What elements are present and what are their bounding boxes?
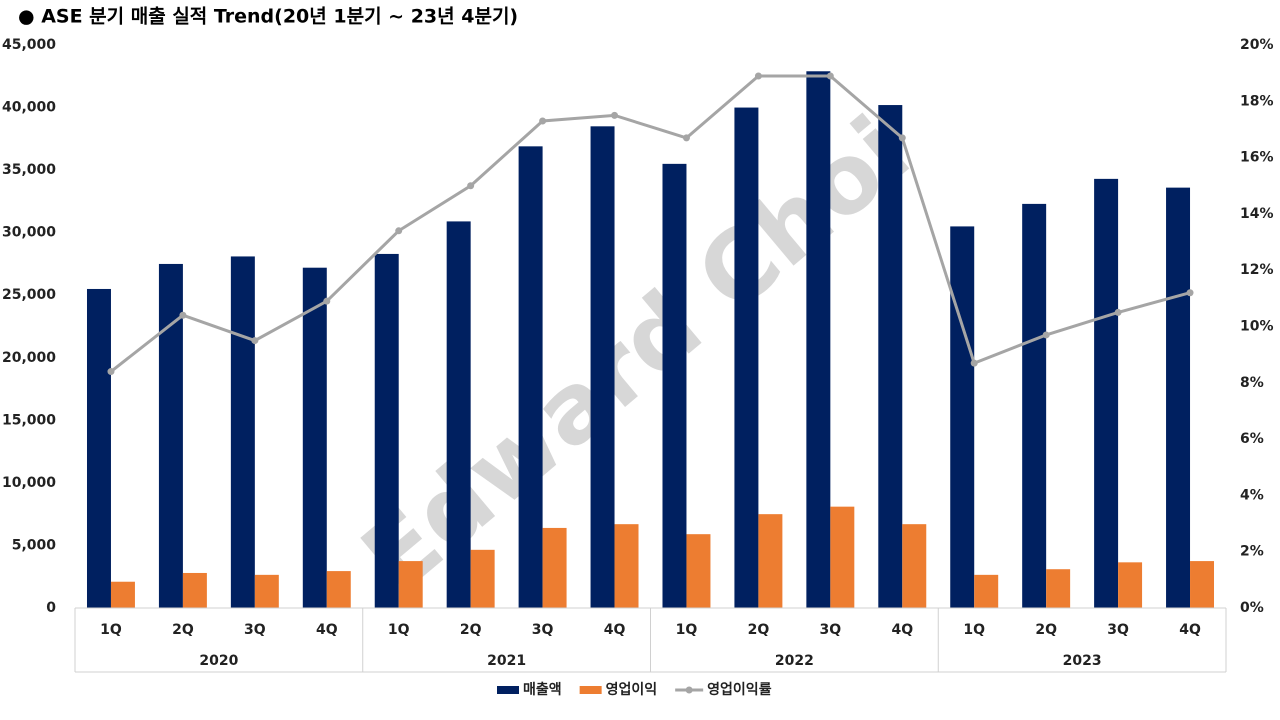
bar <box>902 524 927 608</box>
x-tick-label: 3Q <box>820 622 842 638</box>
y2-tick-label: 12% <box>1240 262 1274 278</box>
bar <box>374 253 399 609</box>
legend-swatch <box>497 686 519 694</box>
y2-tick-label: 20% <box>1240 37 1274 53</box>
y2-tick-label: 0% <box>1240 600 1264 616</box>
x-tick-label: 3Q <box>244 622 266 638</box>
line-marker <box>323 297 331 305</box>
y-tick-label: 45,000 <box>2 37 56 53</box>
x-tick-label: 1Q <box>388 622 410 638</box>
x-tick-label: 1Q <box>676 622 698 638</box>
bar <box>302 267 327 608</box>
bar <box>950 226 975 608</box>
y-tick-label: 20,000 <box>2 350 56 366</box>
bar <box>1190 561 1215 608</box>
line-marker <box>395 227 403 235</box>
x-tick-label: 2Q <box>460 622 482 638</box>
x-tick-label: 4Q <box>891 622 913 638</box>
bar <box>758 514 783 608</box>
bar <box>614 524 639 608</box>
bar <box>878 105 903 608</box>
bar <box>254 574 279 608</box>
y2-tick-label: 6% <box>1240 431 1264 447</box>
y2-tick-label: 2% <box>1240 544 1264 560</box>
x-tick-label: 1Q <box>100 622 122 638</box>
line-marker <box>898 134 906 142</box>
x-group-label: 2023 <box>1063 653 1102 669</box>
x-tick-label: 4Q <box>1179 622 1201 638</box>
line-marker <box>611 111 619 119</box>
line-marker <box>754 72 762 80</box>
bar <box>326 571 351 608</box>
y-tick-label: 15,000 <box>2 412 56 428</box>
y2-tick-label: 18% <box>1240 93 1274 109</box>
line-marker <box>1042 331 1050 339</box>
y-tick-label: 10,000 <box>2 475 56 491</box>
y2-tick-label: 8% <box>1240 375 1264 391</box>
bar <box>470 549 495 608</box>
bar <box>686 534 711 608</box>
y-tick-label: 30,000 <box>2 225 56 241</box>
bar <box>398 561 423 608</box>
bar <box>1094 178 1119 608</box>
x-group-label: 2021 <box>487 653 526 669</box>
bar <box>518 146 543 608</box>
bar <box>974 574 999 608</box>
line-marker <box>251 337 259 345</box>
x-tick-label: 2Q <box>1035 622 1057 638</box>
x-tick-label: 4Q <box>604 622 626 638</box>
line-marker <box>1114 308 1122 316</box>
bar <box>1022 203 1047 608</box>
legend-swatch <box>685 686 693 694</box>
legend: 매출액 영업이익 영업이익률 <box>497 681 772 698</box>
bar <box>446 221 471 608</box>
x-group-label: 2022 <box>775 653 814 669</box>
line-marker <box>539 117 547 125</box>
x-tick-label: 1Q <box>963 622 985 638</box>
chart-title: ● ASE 분기 매출 실적 Trend(20년 1분기 ~ 23년 4분기) <box>18 6 518 28</box>
line-marker <box>826 72 834 80</box>
legend-label: 매출액 <box>523 681 562 698</box>
bar <box>1118 562 1143 608</box>
line-marker <box>179 311 187 319</box>
x-tick-label: 4Q <box>316 622 338 638</box>
line <box>110 74 1191 373</box>
legend-label: 영업이익률 <box>707 681 772 698</box>
x-tick-label: 2Q <box>748 622 770 638</box>
bar <box>1166 187 1191 609</box>
y2-tick-label: 10% <box>1240 319 1274 335</box>
bar <box>110 581 135 608</box>
y-tick-label: 5,000 <box>12 537 57 553</box>
bar <box>542 527 567 608</box>
legend-label: 영업이익 <box>606 681 658 698</box>
bar <box>662 163 687 608</box>
line-marker <box>682 134 690 142</box>
line-marker <box>467 182 475 190</box>
y-tick-label: 40,000 <box>2 100 56 116</box>
line-marker <box>1186 289 1194 297</box>
x-tick-label: 3Q <box>1107 622 1129 638</box>
y-tick-label: 35,000 <box>2 162 56 178</box>
y2-tick-label: 14% <box>1240 206 1274 222</box>
x-tick-label: 3Q <box>532 622 554 638</box>
bar <box>1046 569 1071 608</box>
bar <box>734 107 759 609</box>
bar <box>158 263 183 608</box>
bar <box>86 288 111 608</box>
line-marker <box>107 368 115 376</box>
x-group-label: 2020 <box>199 653 238 669</box>
y2-tick-label: 4% <box>1240 487 1264 503</box>
y-tick-label: 25,000 <box>2 287 56 303</box>
bar <box>830 506 855 608</box>
bar <box>806 71 831 609</box>
x-tick-label: 2Q <box>172 622 194 638</box>
y2-tick-label: 16% <box>1240 150 1274 166</box>
legend-swatch <box>579 686 602 694</box>
bar <box>182 572 207 608</box>
y-tick-label: 0 <box>46 600 56 616</box>
bar <box>230 256 255 608</box>
bar <box>590 126 615 609</box>
line-marker <box>970 359 978 367</box>
